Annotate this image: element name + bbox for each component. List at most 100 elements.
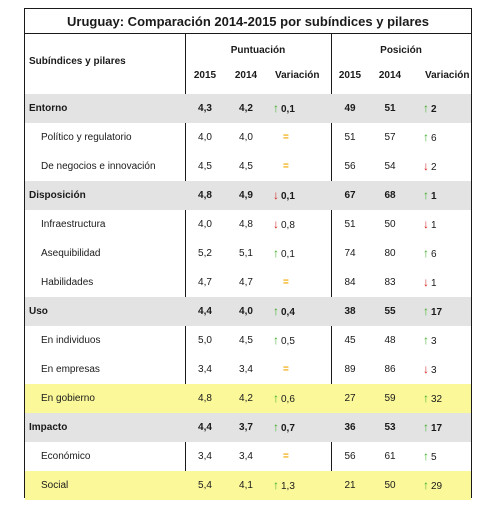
- table-row: En empresas 3,4 3,4 = 89 86 ↓ 3: [25, 355, 471, 384]
- table-row: Entorno 4,3 4,2 ↑ 0,1 49 51 ↑ 2: [25, 94, 471, 123]
- row-label: Disposición: [29, 190, 86, 201]
- rank-variation-value: 6: [431, 249, 437, 260]
- rank-2015-header: 2015: [338, 70, 362, 81]
- row-label: Asequibilidad: [41, 248, 101, 259]
- up-arrow-icon: ↑: [273, 391, 279, 405]
- up-arrow-icon: ↑: [423, 101, 429, 115]
- score-2014: 3,4: [239, 364, 253, 375]
- score-variation-value: 0,1: [281, 191, 295, 202]
- up-arrow-icon: ↑: [423, 304, 429, 318]
- rank-variation-value: 3: [431, 365, 437, 376]
- rank-variation: ↑ 29: [421, 471, 471, 500]
- rank-variation-value: 5: [431, 452, 437, 463]
- row-label: Social: [41, 480, 69, 491]
- rank-2014: 57: [384, 132, 396, 143]
- table-row: Impacto 4,4 3,7 ↑ 0,7 36 53 ↑ 17: [25, 413, 471, 442]
- rank-variation-value: 3: [431, 336, 437, 347]
- score-variation-value: 0,7: [281, 423, 295, 434]
- rank-variation: ↑ 1: [421, 181, 471, 210]
- rank-2014: 50: [384, 219, 396, 230]
- table-row: De negocios e innovación 4,5 4,5 = 56 54 ↓ 2: [25, 152, 471, 181]
- rank-2015: 84: [344, 277, 356, 288]
- table-row: Uso 4,4 4,0 ↑ 0,4 38 55 ↑ 17: [25, 297, 471, 326]
- rank-2015: 21: [344, 480, 356, 491]
- score-variation-value: 0,6: [281, 394, 295, 405]
- score-2015-header: 2015: [193, 70, 217, 81]
- score-variation-value: 1,3: [281, 481, 295, 492]
- score-2015: 4,0: [198, 132, 212, 143]
- row-label: Habilidades: [41, 277, 94, 288]
- rank-variation-value: 1: [431, 191, 437, 202]
- score-variation: ↑ 1,3: [271, 471, 331, 500]
- score-2014: 3,7: [239, 422, 253, 433]
- table-title: Uruguay: Comparación 2014-2015 por subín…: [25, 9, 471, 34]
- score-2015: 5,0: [198, 335, 212, 346]
- score-2015: 4,3: [198, 103, 212, 114]
- score-variation-header: Variación: [275, 70, 320, 81]
- down-arrow-icon: ↓: [423, 275, 429, 289]
- rank-variation-value: 2: [431, 162, 437, 173]
- up-arrow-icon: ↑: [423, 246, 429, 260]
- rank-variation: ↑ 6: [421, 239, 471, 268]
- score-2015: 4,4: [198, 422, 212, 433]
- down-arrow-icon: ↓: [423, 217, 429, 231]
- score-2014: 4,8: [239, 219, 253, 230]
- row-label: En individuos: [41, 335, 101, 346]
- score-variation: ↑ 0,5: [271, 326, 331, 355]
- row-label: Político y regulatorio: [41, 132, 132, 143]
- score-2015: 5,2: [198, 248, 212, 259]
- rank-variation: ↑ 5: [421, 442, 471, 471]
- row-label: De negocios e innovación: [41, 161, 156, 172]
- table-row: Político y regulatorio 4,0 4,0 = 51 57 ↑ 6: [25, 123, 471, 152]
- equal-icon: =: [283, 364, 289, 375]
- rank-variation: ↓ 1: [421, 210, 471, 239]
- up-arrow-icon: ↑: [423, 391, 429, 405]
- score-variation: ↑ 0,1: [271, 94, 331, 123]
- up-arrow-icon: ↑: [273, 478, 279, 492]
- rank-2014: 61: [384, 451, 396, 462]
- rank-2015: 38: [344, 306, 356, 317]
- down-arrow-icon: ↓: [273, 217, 279, 231]
- rank-2015: 45: [344, 335, 356, 346]
- score-variation: ↑ 0,4: [271, 297, 331, 326]
- rank-variation-value: 1: [431, 278, 437, 289]
- up-arrow-icon: ↑: [273, 420, 279, 434]
- rank-2014: 59: [384, 393, 396, 404]
- rank-2014: 51: [384, 103, 396, 114]
- score-2014: 4,7: [239, 277, 253, 288]
- rank-variation: ↓ 2: [421, 152, 471, 181]
- score-2015: 4,7: [198, 277, 212, 288]
- rank-2014: 83: [384, 277, 396, 288]
- score-2015: 3,4: [198, 364, 212, 375]
- rank-variation: ↑ 17: [421, 413, 471, 442]
- score-2014: 5,1: [239, 248, 253, 259]
- rank-variation-value: 29: [431, 481, 443, 492]
- rank-variation: ↑ 32: [421, 384, 471, 413]
- score-variation-value: 0,5: [281, 336, 295, 347]
- puntuacion-header: Puntuación: [230, 45, 286, 56]
- table-row: En individuos 5,0 4,5 ↑ 0,5 45 48 ↑ 3: [25, 326, 471, 355]
- down-arrow-icon: ↓: [423, 362, 429, 376]
- score-2015: 5,4: [198, 480, 212, 491]
- rank-2015: 56: [344, 161, 356, 172]
- rank-variation: ↓ 3: [421, 355, 471, 384]
- rank-2015: 67: [344, 190, 356, 201]
- rank-2014-header: 2014: [378, 70, 402, 81]
- row-label-header: Subíndices y pilares: [29, 56, 126, 67]
- equal-icon: =: [283, 132, 289, 143]
- score-variation: ↓ 0,8: [271, 210, 331, 239]
- row-label: Impacto: [29, 422, 68, 433]
- rank-variation: ↑ 17: [421, 297, 471, 326]
- rank-2014: 54: [384, 161, 396, 172]
- row-label: Entorno: [29, 103, 68, 114]
- rank-2015: 51: [344, 219, 356, 230]
- rank-variation: ↑ 2: [421, 94, 471, 123]
- rank-variation-value: 2: [431, 104, 437, 115]
- score-2014: 3,4: [239, 451, 253, 462]
- score-2014-header: 2014: [234, 70, 258, 81]
- score-2014: 4,5: [239, 161, 253, 172]
- score-variation-value: 0,1: [281, 249, 295, 260]
- rank-2015: 36: [344, 422, 356, 433]
- rank-variation-value: 17: [431, 307, 443, 318]
- up-arrow-icon: ↑: [423, 478, 429, 492]
